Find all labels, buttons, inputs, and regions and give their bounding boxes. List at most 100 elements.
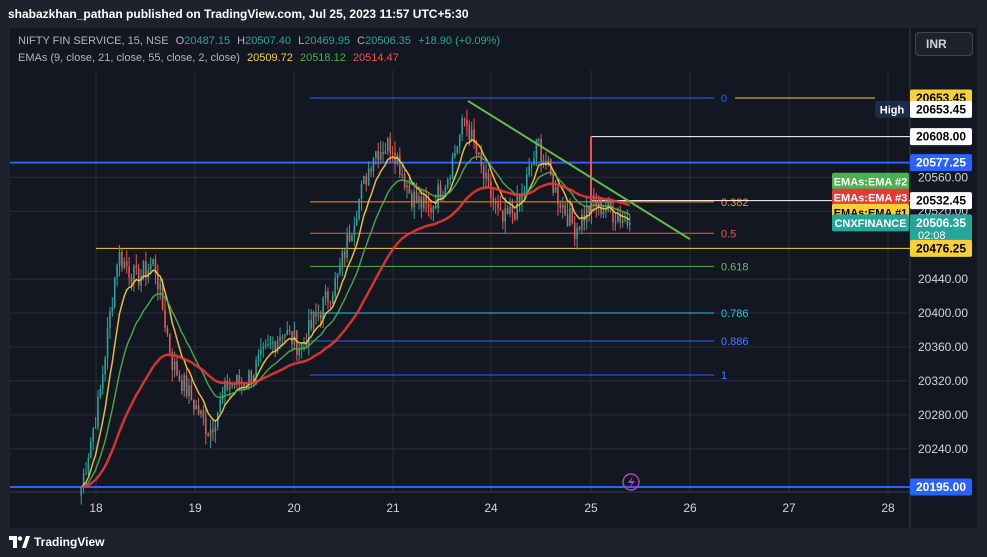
candle bbox=[494, 202, 497, 204]
candle bbox=[425, 196, 427, 204]
candle bbox=[173, 361, 176, 370]
candle bbox=[629, 222, 631, 226]
lightning-icon bbox=[622, 473, 640, 491]
candle bbox=[363, 175, 365, 184]
trendline bbox=[467, 100, 691, 241]
candle bbox=[571, 207, 574, 223]
candle bbox=[420, 196, 423, 209]
series-label-text: EMAs:EMA #2 bbox=[834, 176, 908, 188]
candle bbox=[252, 375, 255, 383]
candle bbox=[540, 139, 542, 162]
candle bbox=[312, 314, 315, 329]
candle bbox=[545, 160, 547, 166]
candle bbox=[614, 221, 617, 223]
candle bbox=[262, 346, 265, 349]
candle bbox=[315, 314, 317, 317]
tradingview-icon bbox=[9, 536, 30, 548]
candle bbox=[269, 343, 272, 345]
candle bbox=[183, 375, 186, 391]
candle bbox=[149, 264, 152, 270]
candle bbox=[509, 206, 511, 214]
candle bbox=[384, 151, 387, 154]
candle bbox=[267, 344, 269, 346]
price-tag-text: 20653.45 bbox=[916, 102, 966, 116]
candle bbox=[602, 211, 605, 215]
publisher-text: shabazkhan_pathan published on TradingVi… bbox=[8, 7, 469, 21]
candle bbox=[585, 206, 588, 222]
candle bbox=[142, 261, 145, 276]
series-label-text: EMAs:EMA #3 bbox=[834, 192, 908, 204]
candle bbox=[557, 186, 559, 205]
x-tick-label: 21 bbox=[386, 501, 400, 515]
y-tick-label: 20320.00 bbox=[918, 374, 968, 388]
candle bbox=[451, 156, 454, 179]
candle bbox=[130, 277, 133, 284]
open-value: 20487.15 bbox=[184, 35, 231, 47]
candle bbox=[161, 283, 164, 310]
x-tick-label: 25 bbox=[584, 501, 598, 515]
candle bbox=[516, 194, 519, 219]
candle bbox=[121, 252, 123, 268]
tradingview-logo[interactable]: TradingView bbox=[8, 532, 104, 552]
open-label: O bbox=[175, 35, 185, 47]
candle bbox=[164, 309, 166, 329]
candle bbox=[473, 129, 475, 143]
candle bbox=[533, 158, 535, 166]
candle bbox=[502, 210, 504, 222]
high-label: H bbox=[237, 35, 246, 47]
candle bbox=[456, 146, 459, 153]
price-tag-text: 20476.25 bbox=[916, 241, 966, 255]
candle bbox=[101, 374, 104, 389]
candle bbox=[559, 204, 562, 209]
currency-button[interactable]: INR bbox=[915, 32, 973, 56]
ema9-value: 20509.72 bbox=[247, 52, 293, 64]
ema-line bbox=[80, 182, 631, 489]
candle bbox=[140, 275, 142, 286]
candle bbox=[518, 194, 521, 202]
chart-panel[interactable] bbox=[10, 28, 977, 528]
candle bbox=[104, 358, 106, 375]
candle bbox=[391, 152, 394, 154]
candle bbox=[324, 291, 327, 299]
candle bbox=[353, 225, 356, 236]
series-label bbox=[875, 100, 909, 118]
candle bbox=[236, 374, 238, 386]
y-tick-label: 20440.00 bbox=[918, 272, 968, 286]
candle bbox=[192, 399, 195, 410]
candle bbox=[626, 219, 629, 226]
candle bbox=[92, 428, 94, 442]
candle bbox=[506, 208, 509, 214]
low-value: 20469.95 bbox=[304, 35, 351, 47]
candle bbox=[379, 152, 382, 161]
candle bbox=[243, 383, 245, 387]
candle bbox=[511, 206, 514, 214]
candle bbox=[576, 227, 578, 239]
candle bbox=[80, 487, 82, 496]
candle bbox=[204, 417, 207, 435]
bottom-bar bbox=[0, 528, 987, 557]
candle bbox=[178, 375, 181, 381]
candle bbox=[207, 434, 209, 437]
candle bbox=[525, 175, 528, 192]
candle bbox=[528, 166, 530, 176]
ema-legend: EMAs (9, close, 21, close, 55, close, 2,… bbox=[18, 52, 399, 64]
candle bbox=[307, 320, 310, 347]
fib-label: 0 bbox=[721, 93, 727, 105]
candle bbox=[154, 259, 157, 274]
candle bbox=[408, 185, 411, 194]
candle bbox=[255, 360, 257, 376]
candle bbox=[296, 330, 298, 356]
price-tag-text: 20608.00 bbox=[916, 130, 966, 144]
symbol-legend: NIFTY FIN SERVICE, 15, NSE O20487.15 H20… bbox=[18, 35, 500, 47]
x-tick-label: 27 bbox=[782, 501, 796, 515]
candle bbox=[542, 160, 545, 162]
y-tick-label: 20240.00 bbox=[918, 442, 968, 456]
candle bbox=[288, 330, 291, 332]
price-tag bbox=[910, 192, 972, 210]
candle bbox=[97, 396, 99, 427]
candle bbox=[617, 215, 619, 222]
candle bbox=[169, 333, 171, 353]
candle bbox=[387, 138, 389, 152]
